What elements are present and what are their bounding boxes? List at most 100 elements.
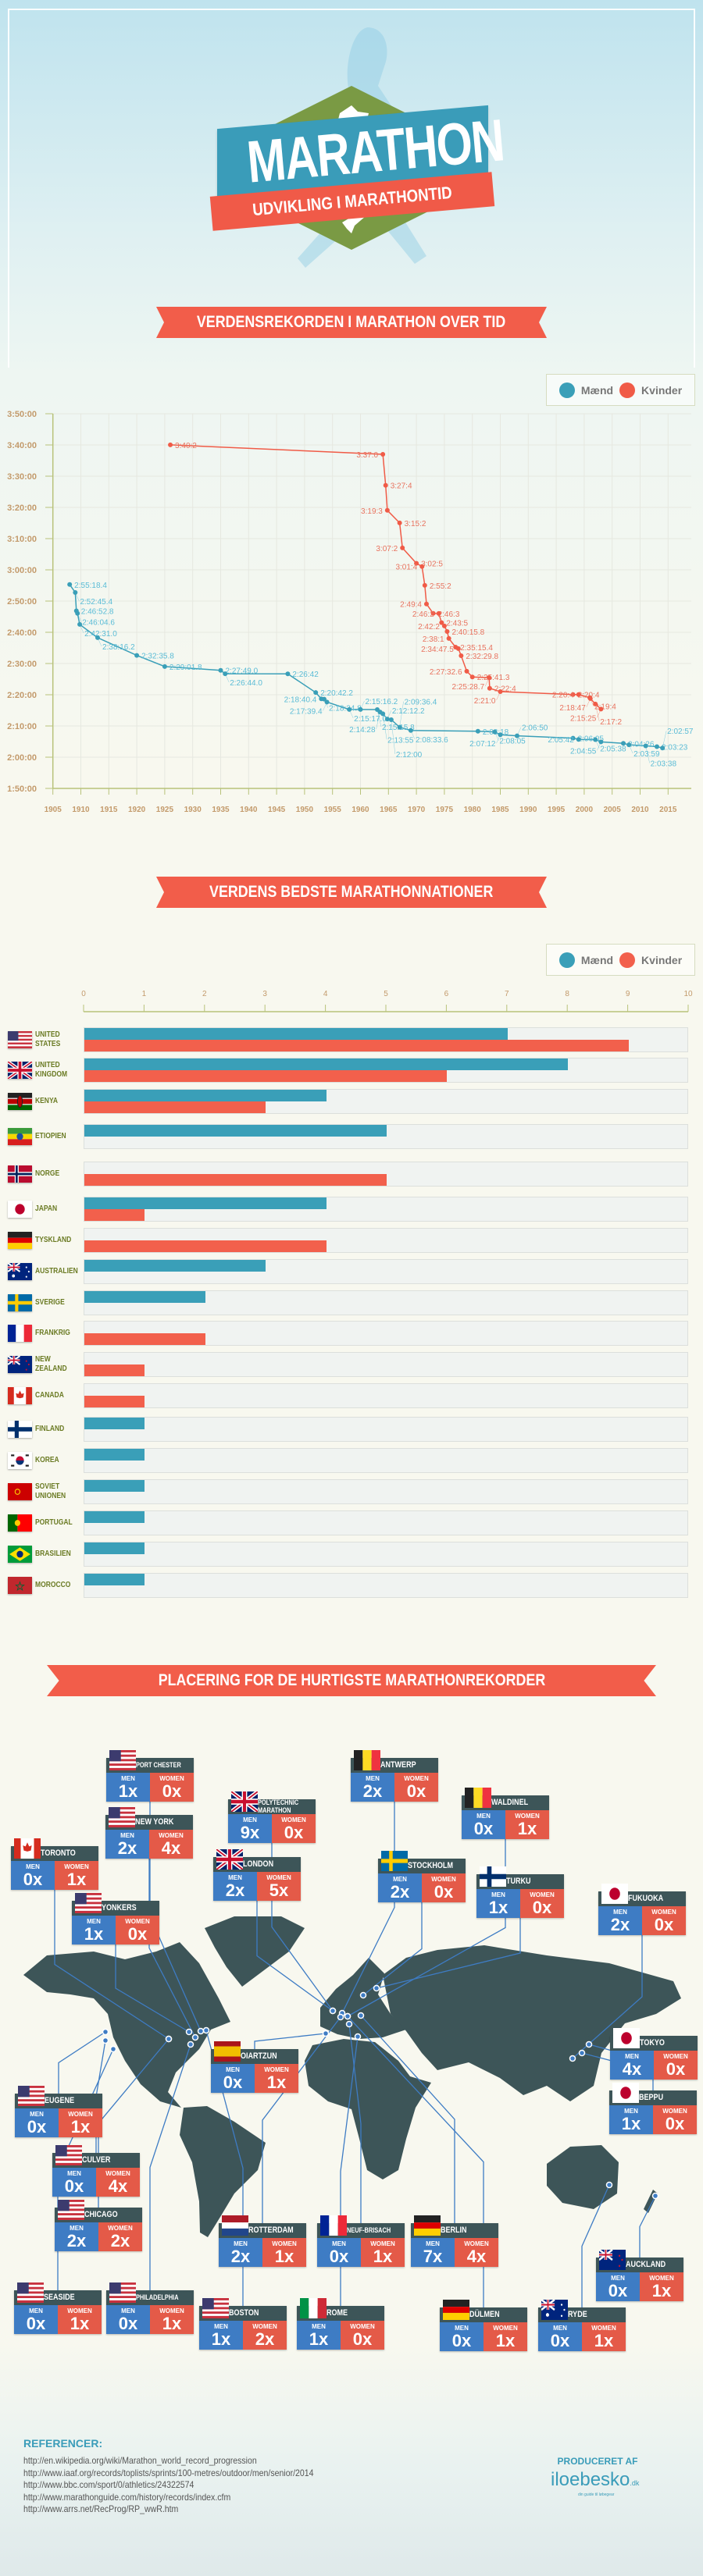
women-count-cell: WOMEN 0x	[642, 1906, 686, 1935]
city-card: FUKUOKA MEN 2x WOMEN 0x	[598, 1884, 686, 1935]
data-label: 2:34:47.5	[421, 646, 454, 654]
city-card: OIARTZUN MEN 0x WOMEN 1x	[211, 2041, 298, 2093]
reference-link[interactable]: http://www.arrs.net/RecProg/RP_wwR.htm	[23, 2503, 179, 2514]
bar-track	[84, 1089, 688, 1114]
country-label: SVERIGE	[8, 1290, 84, 1315]
flag-ke-icon	[8, 1093, 32, 1110]
women-label: WOMEN	[649, 2275, 674, 2282]
bar-track	[84, 1383, 688, 1408]
city-name: CHICAGO	[84, 2209, 118, 2219]
women-label: WOMEN	[530, 1891, 555, 1898]
reference-link[interactable]: http://en.wikipedia.org/wiki/Marathon_wo…	[23, 2455, 257, 2466]
bar-women	[84, 1040, 629, 1051]
connector-line	[148, 1859, 196, 2038]
greenland	[205, 1916, 305, 1987]
men-label: MEN	[613, 1909, 627, 1916]
iloebesko-logo[interactable]: iloebesko.dk	[551, 2469, 639, 2494]
bar-track	[84, 1573, 688, 1598]
bar-men	[84, 1542, 145, 1554]
x-tick-label: 10	[683, 990, 693, 998]
y-tick-label: 1:50:00	[7, 785, 37, 794]
women-count: 4x	[466, 2247, 487, 2266]
data-point	[570, 735, 576, 741]
women-label: WOMEN	[105, 2170, 130, 2177]
men-count: 2x	[610, 1915, 630, 1934]
continents	[23, 1916, 681, 2237]
city-card: LONDON MEN 2x WOMEN 5x	[213, 1847, 301, 1901]
data-label: 2:19:4	[594, 703, 616, 712]
men-count: 0x	[64, 2176, 84, 2196]
country-label: FRANKRIG	[8, 1321, 84, 1346]
women-count-cell: WOMEN 2x	[98, 2222, 142, 2251]
connector-line	[149, 2044, 191, 2290]
flag-us-icon	[8, 1031, 32, 1048]
data-label: 2:15:25	[570, 714, 597, 723]
reference-link[interactable]: http://www.marathonguide.com/history/rec…	[23, 2491, 231, 2503]
city-card: BOSTON MEN 1x WOMEN 2x	[199, 2298, 287, 2350]
data-label: 2:08:33.6	[416, 736, 448, 745]
country-label: KENYA	[8, 1089, 84, 1114]
data-point	[430, 610, 436, 616]
men-count: 0x	[550, 2331, 570, 2350]
data-point	[383, 482, 388, 488]
x-tick-label: 2015	[659, 806, 677, 814]
data-point	[77, 621, 83, 627]
data-label: 2:03:38	[651, 760, 677, 768]
data-point	[162, 664, 167, 669]
men-count-cell: MEN 7x	[411, 2238, 455, 2267]
city-name: WALDINEL	[491, 1797, 529, 1807]
men-count-cell: MEN 0x	[11, 1861, 55, 1890]
city-name: ROTTERDAM	[248, 2225, 294, 2235]
city-marker	[344, 2012, 352, 2020]
y-tick-label: 2:30:00	[7, 660, 37, 669]
data-label: 2:14:28	[349, 726, 376, 735]
data-label: 2:55:2	[430, 582, 451, 591]
data-point	[218, 667, 223, 673]
women-count: 0x	[406, 1781, 426, 1801]
data-point	[441, 623, 447, 628]
women-count-cell: WOMEN 4x	[455, 2238, 498, 2267]
x-tick-label: 1915	[100, 806, 118, 814]
men-count: 0x	[473, 1819, 494, 1838]
data-label: 2:02:57	[667, 728, 694, 736]
country-label: UNITED STATES	[8, 1027, 84, 1052]
city-name: BOSTON	[229, 2307, 259, 2318]
men-label: MEN	[87, 1918, 101, 1925]
data-label: 2:46:3	[438, 610, 460, 619]
data-label: 2:12:00	[396, 751, 423, 760]
men-label: MEN	[426, 2240, 440, 2247]
reference-link[interactable]: http://www.bbc.com/sport/0/athletics/243…	[23, 2479, 194, 2490]
men-label: MEN	[624, 2108, 638, 2115]
women-count-cell: WOMEN 0x	[150, 1773, 194, 1802]
data-point	[388, 717, 394, 722]
men-label: MEN	[228, 1874, 242, 1881]
women-label: WOMEN	[431, 1876, 456, 1883]
reference-link[interactable]: http://www.iaaf.org/records/toplists/spr…	[23, 2467, 314, 2478]
city-name: EUGENE	[45, 2095, 75, 2105]
city-name: SEASIDE	[44, 2292, 75, 2302]
men-label: MEN	[553, 2325, 567, 2332]
connector-line	[256, 1901, 334, 2012]
city-marker	[329, 2007, 337, 2015]
men-count: 2x	[230, 2247, 251, 2266]
data-point	[75, 610, 80, 616]
legend-women-label: Kvinder	[641, 953, 683, 966]
men-label: MEN	[226, 2066, 240, 2073]
women-count: 0x	[284, 1823, 304, 1842]
men-count-cell: MEN 0x	[52, 2168, 96, 2197]
men-count-cell: MEN 2x	[598, 1906, 642, 1935]
women-count: 0x	[666, 2059, 686, 2079]
city-name: NEUF-BRISACH	[347, 2226, 391, 2234]
data-label: 2:32:29.8	[466, 653, 498, 661]
flag-nl-icon	[222, 2215, 248, 2236]
men-count: 2x	[390, 1882, 410, 1902]
city-card: CHICAGO MEN 2x WOMEN 2x	[55, 2200, 142, 2251]
country-label: PORTUGAL	[8, 1510, 84, 1535]
city-card: PORT CHESTER MEN 1x WOMEN 0x	[106, 1750, 194, 1802]
women-label: WOMEN	[68, 2111, 93, 2118]
women-label: WOMEN	[266, 1874, 291, 1881]
flag-no-icon	[8, 1165, 32, 1183]
men-count-cell: MEN 2x	[219, 2238, 262, 2267]
data-label: 2:17:39.4	[290, 707, 323, 716]
data-point	[223, 671, 228, 677]
